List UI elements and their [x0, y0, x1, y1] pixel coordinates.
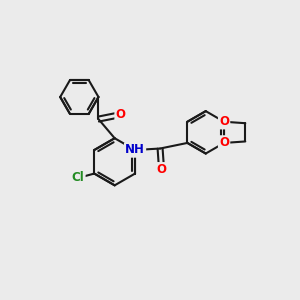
Text: O: O [157, 163, 166, 176]
Text: NH: NH [125, 143, 145, 157]
Text: O: O [219, 115, 229, 128]
Text: O: O [219, 136, 229, 149]
Text: O: O [116, 108, 126, 121]
Text: Cl: Cl [72, 172, 84, 184]
